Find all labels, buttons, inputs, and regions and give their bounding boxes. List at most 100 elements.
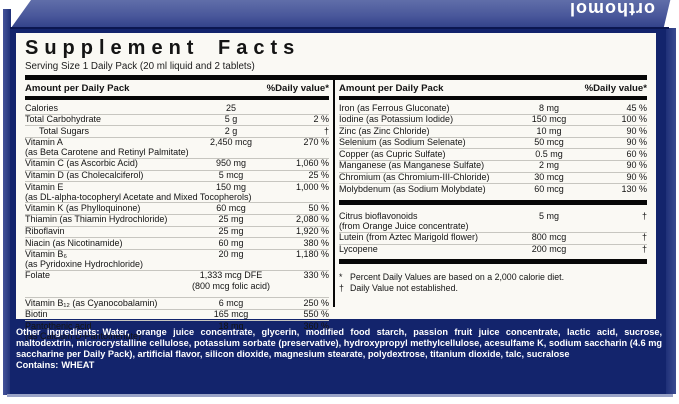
table-row: Vitamin B₁₂ (as Cyanocobalamin) 6 mcg 250 … bbox=[25, 297, 329, 309]
table-row: Copper (as Cupric Sulfate) 0.5 mg 60 % bbox=[339, 148, 647, 160]
nutrient-amount: 5 g bbox=[224, 114, 238, 125]
nutrient-daily-value: † bbox=[641, 244, 647, 255]
nutrient-amount-secondary: (800 mcg folic acid) bbox=[191, 281, 271, 291]
column-header: Amount per Daily Pack %Daily value* bbox=[339, 80, 647, 96]
table-row: Molybdenum (as Sodium Molybdate) 60 mcg 13… bbox=[339, 183, 647, 195]
nutrient-name: Lycopene bbox=[339, 245, 378, 255]
nutrient-amount: 200 mcg bbox=[531, 244, 567, 255]
nutrient-daily-value: 360 % bbox=[303, 320, 329, 331]
thick-rule bbox=[25, 75, 647, 80]
nutrient-daily-value: 250 % bbox=[303, 297, 329, 308]
footnote-percent-dv: * Percent Daily Values are based on a 2,… bbox=[339, 272, 647, 283]
nutrient-daily-value: 2 % bbox=[313, 114, 329, 125]
nutrient-daily-value: 550 % bbox=[303, 309, 329, 320]
nutrient-amount: 25 mg bbox=[218, 226, 244, 237]
brand-logo: orthomol immun bbox=[569, 0, 655, 19]
nutrient-amount: 5 mg bbox=[538, 211, 559, 222]
table-row-amount-continuation: (800 mcg folic acid) bbox=[25, 281, 329, 293]
nutrient-amount: 50 mcg bbox=[534, 137, 564, 148]
nutrient-name: Calories bbox=[25, 103, 59, 113]
header-rule bbox=[25, 96, 329, 100]
nutrient-amount: 150 mcg bbox=[531, 114, 567, 125]
nutrient-source-note: (as DL-alpha-tocopheryl Acetate and Mixe… bbox=[25, 191, 252, 202]
nutrient-name: Lutein (from Aztec Marigold flower) bbox=[339, 233, 479, 243]
brand-logo-word: orthomol bbox=[569, 0, 655, 19]
nutrient-daily-value: 25 % bbox=[308, 170, 329, 181]
table-row: Calories 25 bbox=[25, 103, 329, 114]
panel-title: Supplement Facts bbox=[25, 37, 301, 59]
group-rule bbox=[339, 259, 647, 265]
contains-line: Contains: WHEAT bbox=[16, 360, 662, 371]
table-row: Vitamin E 150 mg 1,000 % bbox=[25, 181, 329, 193]
nutrient-amount: 2 mg bbox=[538, 160, 559, 171]
nutrient-amount: 165 mcg bbox=[213, 309, 249, 320]
table-row: Riboflavin 25 mg 1,920 % bbox=[25, 225, 329, 238]
nutrient-daily-value: 2,080 % bbox=[295, 214, 329, 225]
nutrient-daily-value: 90 % bbox=[626, 125, 647, 136]
nutrient-name: Niacin (as Nicotinamide) bbox=[25, 238, 123, 248]
nutrient-source-note: (as Calcium D-Pantothenate) bbox=[25, 330, 142, 341]
nutrient-daily-value: 45 % bbox=[626, 102, 647, 113]
nutrient-name: Copper (as Cupric Sulfate) bbox=[339, 149, 446, 159]
table-row: Iodine (as Potassium Iodide) 150 mcg 100 % bbox=[339, 113, 647, 126]
footnote-text: Percent Daily Values are based on a 2,00… bbox=[350, 272, 565, 283]
nutrient-daily-value: 1,060 % bbox=[295, 158, 329, 169]
footnote-text: Daily Value not established. bbox=[350, 282, 458, 293]
nutrient-name: Total Carbohydrate bbox=[25, 115, 102, 125]
table-row: Vitamin D (as Cholecalciferol) 5 mcg 25 % bbox=[25, 169, 329, 182]
table-row: Thiamin (as Thiamin Hydrochloride) 25 mg 2… bbox=[25, 213, 329, 226]
nutrient-name: Citrus bioflavonoids bbox=[339, 212, 418, 222]
nutrient-name: Molybdenum (as Sodium Molybdate) bbox=[339, 184, 486, 194]
nutrient-amount: 0.5 mg bbox=[535, 148, 563, 159]
header-amount-label: Amount per Daily Pack bbox=[25, 83, 130, 94]
box-bottom-edge bbox=[7, 394, 673, 397]
table-row: Vitamin C (as Ascorbic Acid) 950 mg 1,060 … bbox=[25, 157, 329, 170]
header-amount-label: Amount per Daily Pack bbox=[339, 83, 444, 94]
nutrient-table-left: Calories 25 Total Carbohydrate 5 g 2 % Total … bbox=[25, 100, 329, 341]
table-row: Niacin (as Nicotinamide) 60 mg 380 % bbox=[25, 237, 329, 249]
column-divider bbox=[333, 80, 335, 307]
contains-value: WHEAT bbox=[61, 360, 95, 370]
table-row: Iron (as Ferrous Gluconate) 8 mg 45 % bbox=[339, 103, 647, 114]
table-row: Vitamin A 2,450 mcg 270 % bbox=[25, 136, 329, 149]
footnote-marker: † bbox=[339, 282, 344, 293]
box-flap-seam bbox=[10, 27, 669, 29]
nutrient-name: Riboflavin bbox=[25, 227, 65, 237]
nutrient-name: Vitamin D (as Cholecalciferol) bbox=[25, 171, 144, 181]
nutrient-name: Vitamin C (as Ascorbic Acid) bbox=[25, 159, 138, 169]
nutrient-amount: 8 mg bbox=[538, 102, 559, 113]
nutrient-amount: 25 mg bbox=[218, 214, 244, 225]
nutrient-name: Zinc (as Zinc Chloride) bbox=[339, 126, 430, 136]
footnote-marker: * bbox=[339, 272, 343, 283]
nutrient-amount: 18 mg bbox=[218, 320, 244, 331]
nutrient-name: Pantothenic acid bbox=[25, 321, 92, 331]
header-rule bbox=[339, 96, 647, 100]
nutrient-daily-value: 130 % bbox=[621, 183, 647, 194]
nutrient-daily-value: 330 % bbox=[303, 270, 329, 281]
nutrient-amount: 2,450 mcg bbox=[209, 137, 253, 148]
nutrient-name: Thiamin (as Thiamin Hydrochloride) bbox=[25, 215, 168, 225]
footnote-dv-not-established: † Daily Value not established. bbox=[339, 283, 647, 294]
nutrient-amount: 6 mcg bbox=[218, 297, 244, 308]
table-row: Chromium (as Chromium-III-Chloride) 30 mc… bbox=[339, 171, 647, 184]
nutrient-amount: 1,333 mcg DFE bbox=[199, 270, 263, 281]
table-row: Vitamin B₆ 20 mg 1,180 % bbox=[25, 248, 329, 261]
other-ingredients-block: Other ingredients: Water, orange juice co… bbox=[16, 327, 662, 371]
nutrient-table-minerals: Iron (as Ferrous Gluconate) 8 mg 45 % Iodin… bbox=[339, 100, 647, 195]
nutrient-daily-value: 100 % bbox=[621, 114, 647, 125]
nutrient-daily-value: † bbox=[641, 211, 647, 222]
nutrient-name: Vitamin B₆ bbox=[25, 250, 67, 260]
other-ingredients-label: Other ingredients: bbox=[16, 327, 100, 337]
facts-columns: Amount per Daily Pack %Daily value* Calo… bbox=[25, 80, 647, 340]
nutrient-amount: 20 mg bbox=[218, 249, 244, 260]
facts-column-left: Amount per Daily Pack %Daily value* Calo… bbox=[25, 80, 329, 340]
nutrient-amount: 10 mg bbox=[536, 125, 562, 136]
nutrient-amount: 60 mg bbox=[218, 237, 244, 248]
supplement-facts-panel: Supplement Facts Serving Size 1 Daily Pa… bbox=[16, 33, 656, 340]
nutrient-amount: 5 mcg bbox=[218, 170, 244, 181]
table-row: Selenium (as Sodium Selenate) 50 mcg 90 % bbox=[339, 136, 647, 149]
nutrient-name: Vitamin K (as Phylloquinone) bbox=[25, 203, 141, 213]
nutrient-daily-value: † bbox=[641, 232, 647, 243]
nutrient-name: Iodine (as Potassium Iodide) bbox=[339, 115, 454, 125]
table-row: Total Sugars 2 g † bbox=[25, 125, 329, 137]
